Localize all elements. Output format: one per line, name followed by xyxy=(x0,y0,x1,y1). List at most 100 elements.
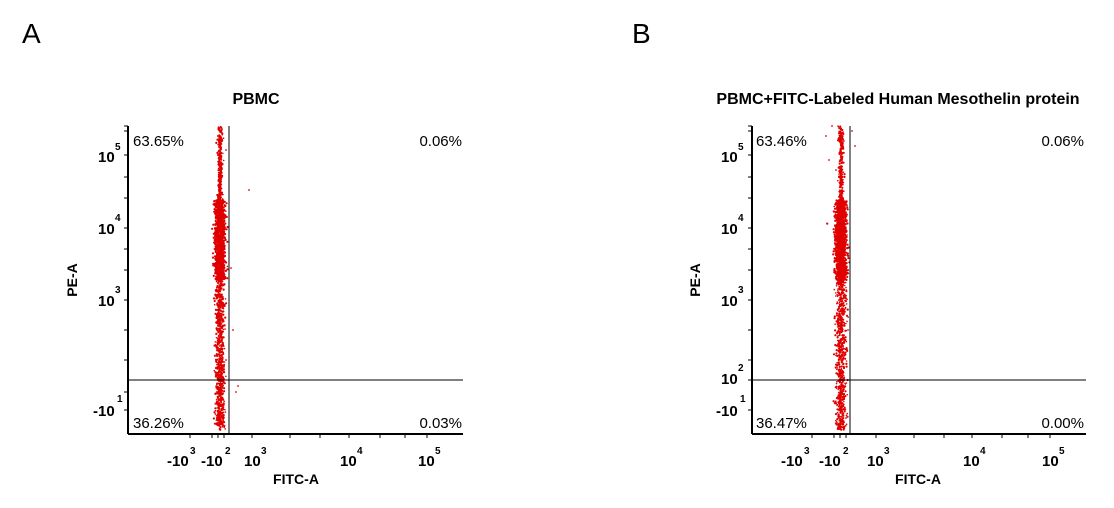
event-dot xyxy=(834,277,838,280)
event-dot xyxy=(220,161,222,163)
event-dot xyxy=(222,307,225,310)
event-dot xyxy=(841,186,844,189)
event-dot xyxy=(838,288,841,291)
event-dot xyxy=(218,312,221,315)
event-dot xyxy=(223,390,226,393)
event-dot xyxy=(833,317,836,320)
event-dot xyxy=(844,406,846,409)
event-dot xyxy=(218,302,221,305)
event-dot xyxy=(846,412,849,415)
event-dot xyxy=(842,254,845,257)
event-dot xyxy=(840,169,843,172)
event-dot xyxy=(216,423,219,426)
event-dot xyxy=(217,127,220,131)
event-dot xyxy=(836,293,838,296)
event-dot xyxy=(840,346,843,349)
event-dot xyxy=(841,290,844,292)
svg-text:2: 2 xyxy=(843,446,849,457)
event-dot xyxy=(832,253,835,256)
event-dot xyxy=(214,223,217,227)
event-dot xyxy=(834,343,837,347)
event-dot xyxy=(835,372,838,375)
event-dot xyxy=(833,288,836,291)
event-dot xyxy=(841,236,844,239)
event-dot xyxy=(837,350,840,353)
event-dot xyxy=(220,236,223,239)
x-axis-label: FITC-A xyxy=(273,471,319,487)
svg-text:10: 10 xyxy=(963,453,980,470)
event-dot xyxy=(845,290,848,293)
event-dot xyxy=(836,354,839,358)
event-dot xyxy=(842,302,845,305)
event-dot xyxy=(219,287,222,290)
event-dot xyxy=(844,300,848,303)
event-dot xyxy=(216,291,219,293)
event-dot xyxy=(216,286,218,289)
event-dot xyxy=(841,326,843,328)
event-dot xyxy=(845,417,847,419)
event-dot xyxy=(842,356,845,359)
event-dot xyxy=(843,353,846,356)
event-dot xyxy=(225,202,228,205)
event-dot xyxy=(842,141,844,143)
event-dot xyxy=(838,190,840,193)
event-dot xyxy=(223,204,226,207)
event-dot xyxy=(843,376,846,379)
event-dot xyxy=(836,244,839,247)
event-dot xyxy=(220,412,223,415)
event-dot xyxy=(223,267,226,270)
event-dot xyxy=(834,225,837,228)
event-dot xyxy=(213,422,217,425)
event-dot xyxy=(842,278,845,281)
event-dot xyxy=(222,159,225,162)
event-dot xyxy=(220,351,223,354)
panel-b: PBMC+FITC-Labeled Human Mesothelin prote… xyxy=(687,91,1086,487)
event-dot xyxy=(843,175,846,178)
event-dot xyxy=(846,234,848,236)
event-dot xyxy=(216,230,219,233)
event-dot xyxy=(839,358,841,361)
event-dot xyxy=(216,284,219,287)
svg-text:2: 2 xyxy=(738,363,744,374)
event-dot xyxy=(219,266,222,269)
event-dot xyxy=(217,286,220,289)
event-dot xyxy=(226,268,229,271)
event-dot xyxy=(840,297,843,300)
event-dot xyxy=(843,323,846,325)
event-dot xyxy=(844,216,847,219)
event-dot xyxy=(219,201,222,204)
event-dot xyxy=(836,199,839,202)
event-dot xyxy=(842,421,845,424)
event-dot xyxy=(220,388,223,390)
event-dot xyxy=(846,415,849,418)
event-dot xyxy=(220,217,223,220)
event-dot xyxy=(217,210,220,214)
event-dot xyxy=(840,313,843,315)
event-dot xyxy=(854,145,856,147)
event-dot xyxy=(225,228,228,231)
quadrant-upper-left: 63.65% xyxy=(133,133,184,150)
event-dot xyxy=(844,270,847,273)
event-dot xyxy=(839,328,842,330)
event-dot xyxy=(839,386,841,388)
event-dot xyxy=(841,281,844,284)
event-dot xyxy=(837,388,839,391)
event-dot xyxy=(222,328,225,331)
event-dot xyxy=(842,304,845,307)
event-dot xyxy=(838,347,841,350)
event-dot xyxy=(840,225,843,228)
event-dot xyxy=(841,300,844,303)
event-dot xyxy=(217,260,220,264)
x-tick-label: -10 2 xyxy=(819,446,849,470)
event-dot xyxy=(839,261,842,264)
event-dot xyxy=(842,388,845,391)
event-dot xyxy=(216,383,218,386)
event-dot xyxy=(223,382,226,385)
event-dot xyxy=(847,257,850,260)
event-dot xyxy=(844,348,846,350)
event-dot xyxy=(840,199,843,203)
x-tick-marks xyxy=(189,434,428,438)
event-dot xyxy=(842,171,845,173)
event-dot xyxy=(834,329,837,332)
event-dot xyxy=(839,389,842,391)
